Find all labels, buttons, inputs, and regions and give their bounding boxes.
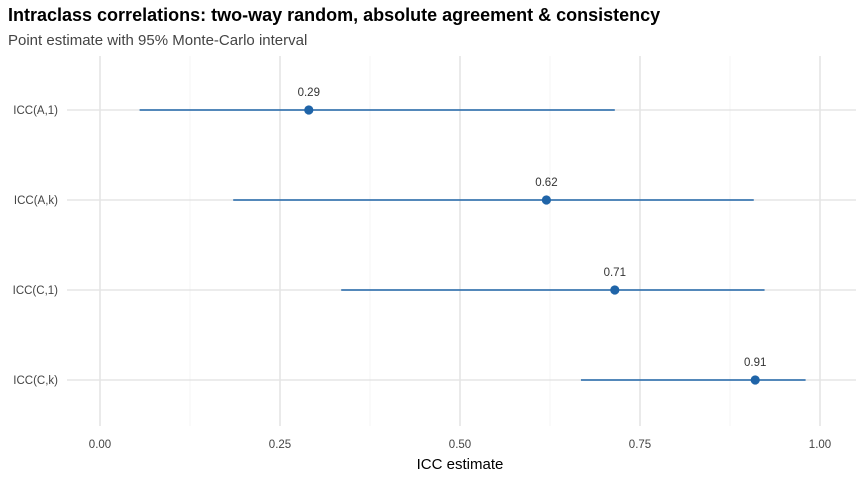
grid-lines bbox=[67, 56, 856, 426]
y-tick-label: ICC(A,k) bbox=[14, 195, 58, 207]
chart-subtitle: Point estimate with 95% Monte-Carlo inte… bbox=[8, 32, 308, 49]
data-label: 0.71 bbox=[604, 267, 626, 279]
data-label: 0.62 bbox=[535, 177, 557, 189]
x-tick-label: 0.75 bbox=[629, 439, 651, 451]
x-axis-label: ICC estimate bbox=[417, 456, 504, 473]
chart-title: Intraclass correlations: two-way random,… bbox=[8, 5, 661, 25]
data-label: 0.91 bbox=[744, 357, 766, 369]
x-tick-label: 1.00 bbox=[809, 439, 831, 451]
point-estimate bbox=[541, 195, 552, 205]
point-estimate bbox=[750, 375, 760, 385]
data-label: 0.29 bbox=[298, 87, 320, 99]
x-tick-labels: 0.00 0.25 0.50 0.75 1.00 bbox=[89, 439, 831, 451]
y-tick-label: ICC(C,1) bbox=[13, 285, 59, 297]
y-tick-labels: ICC(A,1) ICC(A,k) ICC(C,1) ICC(C,k) bbox=[13, 105, 59, 387]
point-estimate bbox=[304, 105, 314, 115]
y-tick-label: ICC(C,k) bbox=[13, 375, 58, 387]
interval-marks: 0.29 0.62 0.71 0.91 bbox=[139, 87, 806, 385]
x-tick-label: 0.00 bbox=[89, 439, 111, 451]
x-tick-label: 0.25 bbox=[269, 439, 291, 451]
y-tick-label: ICC(A,1) bbox=[13, 105, 58, 117]
x-tick-label: 0.50 bbox=[449, 439, 471, 451]
point-estimate bbox=[610, 285, 620, 295]
